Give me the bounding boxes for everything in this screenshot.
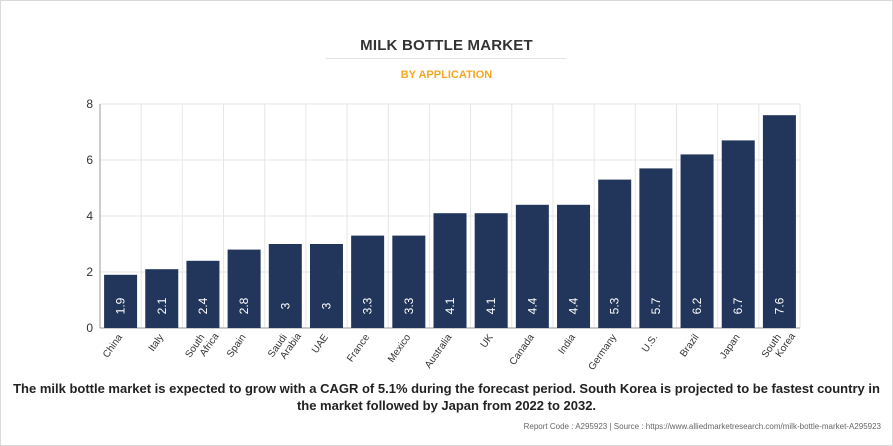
bar <box>721 140 755 328</box>
x-tick-label: India <box>557 332 579 356</box>
bar <box>680 154 714 328</box>
bar-value-label: 6.7 <box>731 297 745 314</box>
y-tick-label: 0 <box>86 321 93 335</box>
x-tick-label: UK <box>479 332 496 350</box>
x-tick-label: Mexico <box>386 332 413 365</box>
bar-chart: 0 2 4 6 8 1.9 China 2.1 Italy 2.4 SouthAfrica 2.8 Sp… <box>86 97 801 372</box>
bar-value-label: 4.4 <box>567 297 581 314</box>
title-divider <box>326 58 566 59</box>
chart-title: MILK BOTTLE MARKET <box>360 37 533 54</box>
bar <box>351 235 385 328</box>
bar <box>557 204 591 328</box>
bar <box>515 204 549 328</box>
y-tick-label: 6 <box>86 153 93 167</box>
chart-subtitle: BY APPLICATION <box>400 69 493 81</box>
x-tick-label: Italy <box>147 332 167 353</box>
bar <box>186 260 220 328</box>
bar <box>639 168 673 328</box>
bar <box>104 274 138 328</box>
chart-caption: The milk bottle market is expected to gr… <box>13 381 880 413</box>
bar <box>309 244 343 328</box>
bar-value-label: 2.8 <box>237 297 251 314</box>
y-tick-label: 8 <box>86 97 93 111</box>
y-tick-label: 4 <box>86 209 93 223</box>
x-tick-label: France <box>345 332 372 364</box>
bar-value-label: 7.6 <box>772 297 786 314</box>
x-tick-label: SouthKorea <box>760 325 798 367</box>
source-link[interactable]: Source : https://www.alliedmarketresearc… <box>613 422 881 431</box>
bar-value-label: 4.1 <box>484 297 498 314</box>
bar-value-label: 3 <box>278 302 292 309</box>
x-tick-label: China <box>101 332 125 360</box>
x-tick-label: Brazil <box>678 332 701 359</box>
x-tick-label: U.S. <box>640 332 660 354</box>
bar-value-label: 4.4 <box>525 297 539 314</box>
bar-value-label: 4.1 <box>443 297 457 314</box>
bar-value-label: 5.3 <box>608 297 622 314</box>
bar-value-label: 5.7 <box>649 297 663 314</box>
bar <box>762 115 796 328</box>
bar <box>433 213 467 328</box>
source-footer: Report Code : A295923 | Source : https:/… <box>524 422 881 431</box>
x-tick-label: SouthAfrica <box>183 325 221 367</box>
x-tick-label: Canada <box>508 332 537 367</box>
bar-value-label: 6.2 <box>690 297 704 314</box>
bar-value-label: 1.9 <box>114 297 128 314</box>
x-tick-label: SaudiArabia <box>266 325 304 366</box>
bar <box>145 269 179 328</box>
bar-value-label: 3.3 <box>402 297 416 314</box>
bar-value-label: 3.3 <box>361 297 375 314</box>
x-tick-label: Australia <box>423 332 455 371</box>
bar-value-label: 2.4 <box>196 297 210 314</box>
y-tick-label: 2 <box>86 265 93 279</box>
x-tick-label: UAE <box>310 332 331 355</box>
bar-value-label: 3 <box>319 302 333 309</box>
footer-separator: | <box>609 422 612 431</box>
x-tick-label: Spain <box>225 332 249 359</box>
bar <box>268 244 302 328</box>
bar <box>392 235 426 328</box>
x-tick-label: Germany <box>587 332 620 372</box>
report-code: Report Code : A295923 <box>523 422 608 431</box>
bar <box>474 213 508 328</box>
bar-value-label: 2.1 <box>155 297 169 314</box>
bar <box>227 249 261 328</box>
bar <box>598 179 632 328</box>
x-tick-label: Japan <box>718 332 743 361</box>
